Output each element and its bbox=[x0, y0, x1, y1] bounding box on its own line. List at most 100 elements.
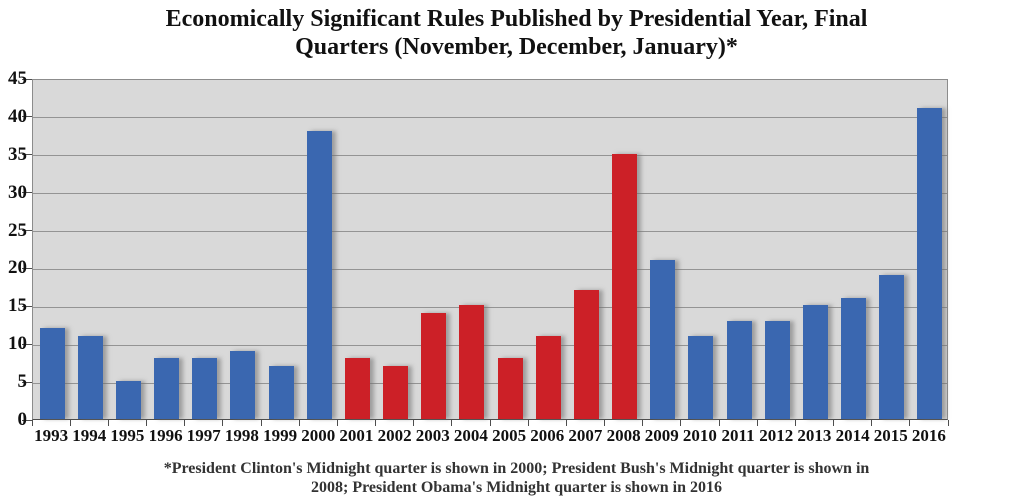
x-axis-tick bbox=[107, 420, 109, 426]
y-axis-label-35: 35 bbox=[8, 143, 27, 165]
x-axis-tick bbox=[680, 420, 682, 426]
x-axis-label-1995: 1995 bbox=[110, 426, 145, 445]
x-axis-label-1996: 1996 bbox=[148, 426, 183, 445]
bar-2013 bbox=[802, 305, 828, 419]
x-axis-label-2006: 2006 bbox=[530, 426, 565, 445]
x-axis-label-1997: 1997 bbox=[186, 426, 221, 445]
y-axis-tick-5 bbox=[22, 381, 32, 383]
y-axis-label-15: 15 bbox=[8, 295, 27, 317]
x-axis-label-2016: 2016 bbox=[911, 426, 946, 445]
x-axis-label-2012: 2012 bbox=[759, 426, 794, 445]
bar-2008 bbox=[612, 153, 638, 419]
x-axis-tick bbox=[451, 420, 453, 426]
chart-footnote-line-1: *President Clinton's Midnight quarter is… bbox=[163, 460, 870, 477]
x-axis-label-2003: 2003 bbox=[415, 426, 450, 445]
bar-1993 bbox=[39, 328, 65, 419]
y-axis-tick-15 bbox=[22, 305, 32, 307]
x-axis-tick bbox=[69, 420, 71, 426]
x-axis-tick bbox=[375, 420, 376, 426]
y-axis-tick-40 bbox=[22, 116, 32, 118]
x-axis-tick bbox=[222, 420, 224, 426]
x-axis-label-2005: 2005 bbox=[492, 426, 527, 445]
plot-area bbox=[32, 79, 948, 420]
x-axis-label-2015: 2015 bbox=[873, 426, 908, 445]
gridline-30 bbox=[33, 193, 947, 195]
x-axis-tick bbox=[184, 420, 186, 426]
x-axis-label-1993: 1993 bbox=[34, 426, 69, 445]
chart-footnote-line-2: 2008; President Obama's Midnight quarter… bbox=[310, 479, 722, 496]
x-axis-tick bbox=[871, 420, 873, 426]
x-axis-tick bbox=[718, 420, 720, 426]
chart-title: Economically Significant Rules Published… bbox=[0, 5, 1033, 61]
x-axis-tick bbox=[527, 420, 529, 426]
x-axis-tick bbox=[794, 420, 796, 426]
bar-2016 bbox=[917, 108, 943, 419]
bar-2010 bbox=[688, 335, 714, 419]
bar-1994 bbox=[77, 335, 103, 419]
x-axis-label-2014: 2014 bbox=[835, 426, 870, 445]
gridline-15 bbox=[33, 306, 947, 308]
gridline-40 bbox=[33, 117, 947, 119]
x-axis-tick bbox=[909, 420, 911, 426]
chart-title-line-1: Economically Significant Rules Published… bbox=[165, 6, 868, 32]
y-axis-label-25: 25 bbox=[8, 219, 27, 241]
bar-2000 bbox=[306, 131, 332, 419]
x-axis-tick bbox=[31, 420, 33, 426]
x-axis-label-2010: 2010 bbox=[682, 426, 717, 445]
y-axis-label-10: 10 bbox=[8, 333, 27, 355]
y-axis-label-5: 5 bbox=[17, 371, 28, 393]
y-axis-tick-45 bbox=[22, 78, 32, 80]
bar-1999 bbox=[268, 365, 294, 419]
x-axis-label-1994: 1994 bbox=[72, 426, 107, 445]
bar-2015 bbox=[879, 275, 905, 419]
bar-2003 bbox=[421, 312, 447, 419]
x-axis-label-2013: 2013 bbox=[797, 426, 832, 445]
y-axis-tick-30 bbox=[22, 192, 32, 194]
bar-1997 bbox=[192, 358, 218, 419]
bar-2011 bbox=[726, 320, 752, 419]
bar-1998 bbox=[230, 350, 256, 419]
bar-2014 bbox=[841, 297, 867, 419]
bar-2001 bbox=[344, 358, 370, 419]
x-axis-label-2011: 2011 bbox=[721, 426, 755, 445]
gridline-20 bbox=[33, 268, 947, 270]
bar-2002 bbox=[383, 365, 409, 419]
bar-1996 bbox=[154, 358, 180, 419]
gridline-25 bbox=[33, 231, 947, 233]
x-axis-label-1998: 1998 bbox=[224, 426, 259, 445]
bar-2009 bbox=[650, 259, 676, 419]
y-axis-tick-25 bbox=[22, 230, 32, 232]
x-axis-label-2009: 2009 bbox=[644, 426, 679, 445]
y-axis-label-45: 45 bbox=[8, 68, 27, 89]
x-axis-tick bbox=[565, 420, 567, 426]
x-axis-label-2000: 2000 bbox=[301, 426, 336, 445]
chart-footnote: *President Clinton's Midnight quarter is… bbox=[0, 459, 1033, 497]
y-axis-tick-10 bbox=[22, 343, 32, 345]
gridline-10 bbox=[33, 344, 947, 346]
x-axis-label-2002: 2002 bbox=[377, 426, 412, 445]
x-axis-tick bbox=[604, 420, 605, 426]
x-axis-tick bbox=[489, 420, 491, 426]
bar-2004 bbox=[459, 305, 485, 419]
y-axis-label-40: 40 bbox=[8, 105, 27, 127]
bar-1995 bbox=[115, 381, 141, 419]
x-axis-tick bbox=[833, 420, 834, 426]
x-axis-tick bbox=[413, 420, 415, 426]
y-axis-tick-35 bbox=[22, 154, 32, 156]
bar-2012 bbox=[764, 320, 790, 419]
x-axis-label-2004: 2004 bbox=[453, 426, 488, 445]
bar-2006 bbox=[535, 335, 561, 419]
x-axis-label-2001: 2001 bbox=[339, 426, 374, 445]
y-axis-label-30: 30 bbox=[8, 181, 27, 203]
x-axis-tick bbox=[260, 420, 262, 426]
y-axis-tick-20 bbox=[22, 267, 32, 269]
x-axis-tick bbox=[336, 420, 338, 426]
chart-title-line-2: Quarters (November, December, January)* bbox=[295, 34, 738, 60]
x-axis-tick bbox=[947, 420, 949, 426]
gridline-35 bbox=[33, 155, 947, 157]
x-axis-tick bbox=[756, 420, 758, 426]
x-axis-tick bbox=[146, 420, 147, 426]
y-axis-label-20: 20 bbox=[8, 257, 27, 279]
y-axis-label-0: 0 bbox=[17, 409, 28, 430]
